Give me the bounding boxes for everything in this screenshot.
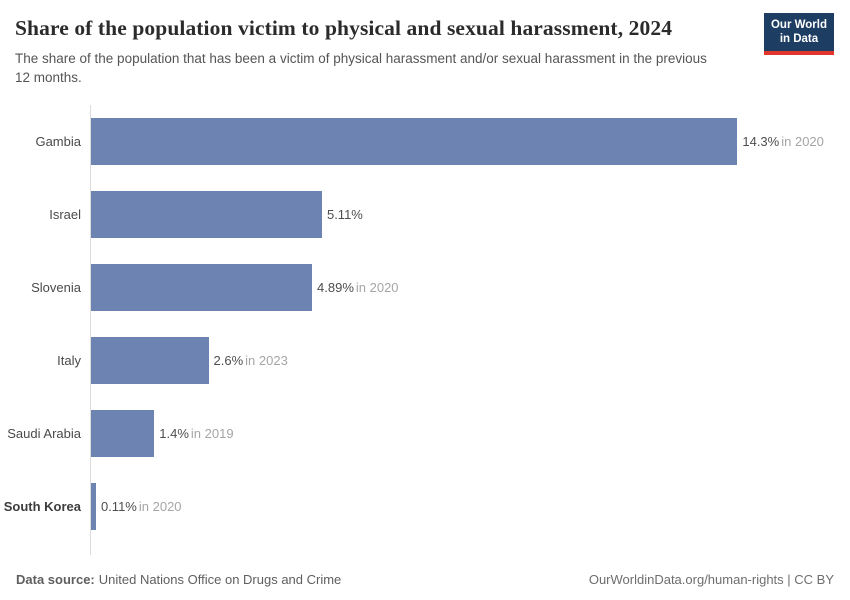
year-label: in 2020 <box>355 279 399 295</box>
bar-track: 5.11% <box>91 190 850 238</box>
y-axis-line <box>90 104 91 555</box>
citation-link[interactable]: OurWorldinData.org/human-rights | CC BY <box>588 572 834 587</box>
value-label: 0.11% <box>100 498 137 514</box>
bar-value: 0.11% in 2020 <box>101 499 182 514</box>
value-label: 2.6% <box>213 352 244 368</box>
data-source: Data source: United Nations Office on Dru… <box>16 572 341 587</box>
bar-row: Italy 2.6% in 2023 <box>0 324 850 397</box>
bar-value: 14.3% in 2020 <box>742 134 824 149</box>
bar-row: Israel 5.11% <box>0 178 850 251</box>
bar-row: Gambia 14.3% in 2020 <box>0 105 850 178</box>
entity-label: Italy <box>57 352 81 368</box>
bar-chart: Gambia 14.3% in 2020 Israel 5.11% Sloveni… <box>0 104 850 555</box>
bar-track: 14.3% in 2020 <box>91 117 850 165</box>
entity-label: South Korea <box>3 498 81 514</box>
bar[interactable] <box>91 263 313 311</box>
value-label: 14.3% <box>742 133 780 149</box>
owid-logo-line1: Our World <box>770 19 827 31</box>
bar-row: Saudi Arabia 1.4% in 2019 <box>0 397 850 470</box>
chart-subtitle: The share of the population that has bee… <box>15 51 707 85</box>
bar-track: 0.11% in 2020 <box>91 482 850 530</box>
page-title: Share of the population victim to physic… <box>15 16 673 40</box>
year-label: in 2023 <box>245 352 288 368</box>
bar-value: 1.4% in 2019 <box>159 426 233 441</box>
year-label: in 2019 <box>190 425 234 441</box>
data-source-text: United Nations Office on Drugs and Crime <box>98 572 342 587</box>
year-label: in 2020 <box>781 133 824 149</box>
owid-logo-line2: in Data <box>779 33 819 46</box>
value-label: 1.4% <box>159 425 189 441</box>
bar-row: South Korea 0.11% in 2020 <box>0 470 850 543</box>
bar[interactable] <box>91 409 155 457</box>
bar[interactable] <box>91 482 96 530</box>
value-label: 5.11% <box>326 206 363 222</box>
owid-logo[interactable]: Our World in Data <box>763 13 834 55</box>
bar-track: 4.89% in 2020 <box>91 263 850 311</box>
entity-label: Gambia <box>35 133 81 149</box>
bar[interactable] <box>91 190 322 238</box>
chart-rows: Gambia 14.3% in 2020 Israel 5.11% Sloveni… <box>0 105 850 543</box>
bar-value: 5.11% <box>327 207 365 222</box>
bar-track: 2.6% in 2023 <box>91 336 850 384</box>
footer: Data source: United Nations Office on Dru… <box>0 572 850 587</box>
bar-value: 2.6% in 2023 <box>214 353 288 368</box>
year-label: in 2020 <box>138 498 182 514</box>
header: Share of the population victim to physic… <box>0 0 850 88</box>
bar[interactable] <box>91 336 209 384</box>
bar[interactable] <box>91 117 738 165</box>
entity-label: Israel <box>49 206 81 222</box>
entity-label: Saudi Arabia <box>7 425 81 441</box>
data-source-label: Data source: <box>16 572 95 587</box>
bar-row: Slovenia 4.89% in 2020 <box>0 251 850 324</box>
entity-label: Slovenia <box>31 279 81 295</box>
value-label: 4.89% <box>317 279 354 295</box>
bar-value: 4.89% in 2020 <box>317 280 399 295</box>
bar-track: 1.4% in 2019 <box>91 409 850 457</box>
